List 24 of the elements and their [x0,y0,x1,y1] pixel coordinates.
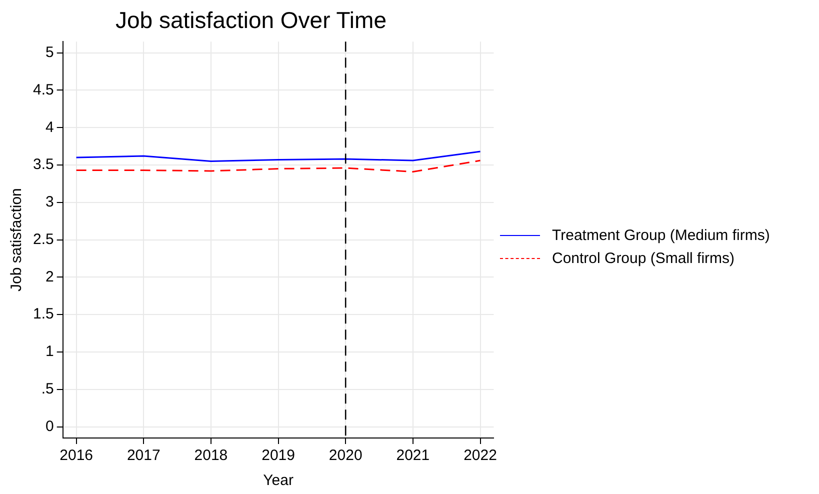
line-series [76,160,482,172]
x-tick-label: 2018 [194,447,228,464]
y-tick-label: 2 [46,268,54,286]
y-tick-label: 3.5 [32,156,54,174]
y-tick-label: 5 [46,44,54,61]
x-tick-label: 2022 [464,447,497,464]
y-tick-label: 0 [46,418,54,435]
x-tick-label: 2017 [126,447,160,464]
x-tick-label: 2019 [262,447,295,464]
x-axis-title: Year [263,472,294,490]
x-tick-label: 2016 [60,447,94,464]
y-axis-title: Job satisfaction [8,188,26,292]
y-tick-label: 1.5 [32,306,54,323]
y-tick-label: 1 [46,343,54,360]
y-tick-label: 4.5 [32,81,54,98]
chart-title: Job satisfaction Over Time [116,7,386,34]
y-tick-label: 2.5 [32,230,54,248]
legend-label: Control Group (Small firms) [552,250,735,267]
x-tick-label: 2021 [396,447,430,464]
y-tick-label: 3 [46,194,54,211]
x-tick-label: 2020 [328,447,362,464]
y-tick-label: .5 [41,380,54,398]
y-tick-label: 4 [46,118,54,136]
legend-label: Treatment Group (Medium firms) [552,227,770,244]
